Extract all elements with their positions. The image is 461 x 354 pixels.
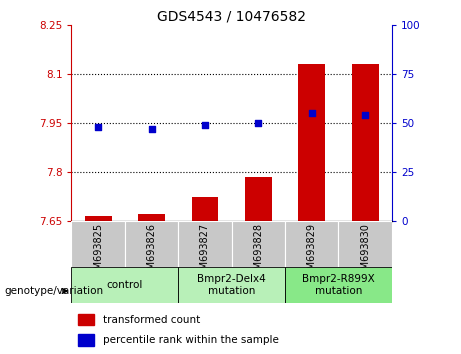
Text: Bmpr2-R899X
mutation: Bmpr2-R899X mutation bbox=[302, 274, 375, 296]
Point bbox=[308, 110, 315, 116]
Text: control: control bbox=[106, 280, 143, 290]
Point bbox=[201, 122, 209, 128]
Bar bbox=[285, 221, 338, 267]
Point bbox=[361, 112, 369, 118]
Text: Bmpr2-Delx4
mutation: Bmpr2-Delx4 mutation bbox=[197, 274, 266, 296]
Bar bbox=[192, 197, 219, 221]
Text: transformed count: transformed count bbox=[103, 314, 201, 325]
Text: GSM693830: GSM693830 bbox=[360, 223, 370, 281]
Bar bbox=[178, 221, 231, 267]
Bar bbox=[298, 64, 325, 221]
Text: GSM693825: GSM693825 bbox=[93, 223, 103, 282]
Bar bbox=[178, 267, 285, 303]
Bar bbox=[231, 221, 285, 267]
Bar bbox=[71, 267, 178, 303]
Bar bbox=[245, 177, 272, 221]
Bar bbox=[85, 216, 112, 221]
Text: GSM693828: GSM693828 bbox=[254, 223, 263, 282]
Bar bbox=[78, 314, 94, 325]
Bar bbox=[125, 221, 178, 267]
Bar bbox=[71, 221, 125, 267]
Point bbox=[254, 120, 262, 126]
Text: percentile rank within the sample: percentile rank within the sample bbox=[103, 335, 279, 345]
Point bbox=[148, 126, 155, 132]
Bar bbox=[138, 214, 165, 221]
Text: GSM693827: GSM693827 bbox=[200, 223, 210, 282]
Title: GDS4543 / 10476582: GDS4543 / 10476582 bbox=[157, 10, 306, 24]
Bar bbox=[338, 221, 392, 267]
Bar bbox=[78, 334, 94, 346]
Text: GSM693829: GSM693829 bbox=[307, 223, 317, 282]
Point bbox=[95, 124, 102, 130]
Text: genotype/variation: genotype/variation bbox=[5, 286, 104, 296]
Bar bbox=[352, 64, 378, 221]
Text: GSM693826: GSM693826 bbox=[147, 223, 157, 282]
Bar bbox=[285, 267, 392, 303]
